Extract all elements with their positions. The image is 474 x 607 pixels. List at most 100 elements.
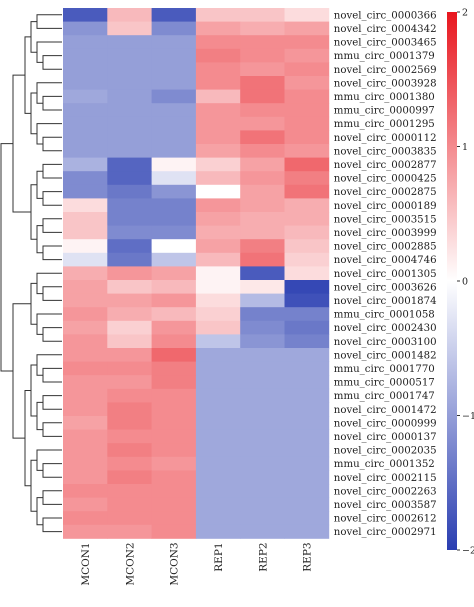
heatmap-cell — [284, 35, 330, 50]
heatmap-cell — [195, 375, 241, 390]
heatmap-cell — [63, 348, 108, 362]
heatmap-cell — [151, 443, 197, 458]
heatmap-cell — [63, 130, 108, 145]
row-label: novel_circ_0003465 — [334, 38, 437, 49]
row-label: mmu_circ_0000517 — [334, 378, 435, 389]
row-label: novel_circ_0001874 — [334, 296, 437, 307]
heatmap-cell — [63, 212, 108, 226]
colorbar-tick-label: 1 — [462, 142, 468, 153]
dendrogram-branch — [42, 517, 62, 533]
heatmap-cell — [240, 144, 285, 158]
heatmap-cell — [195, 307, 241, 322]
heatmap-cell — [107, 116, 152, 131]
dendrogram-branch — [36, 41, 62, 63]
row-label: novel_circ_0001482 — [334, 350, 437, 361]
heatmap-cell — [195, 116, 241, 131]
heatmap-cell — [284, 280, 330, 294]
heatmap-cell — [107, 402, 152, 417]
heatmap-cell — [284, 416, 330, 430]
colorbar-ticks: 2 1 0 −1 −2 — [457, 8, 474, 557]
dendrogram-branch — [30, 184, 37, 240]
row-label: novel_circ_0003587 — [334, 500, 437, 511]
heatmap-cell — [151, 266, 197, 281]
heatmap-cell — [284, 116, 330, 131]
heatmap-cell — [151, 348, 197, 362]
column-label: REP1 — [213, 542, 225, 571]
row-label: mmu_circ_0001295 — [334, 119, 435, 130]
heatmap-cell — [63, 497, 108, 512]
dendrogram-branch — [30, 364, 37, 417]
heatmap-cell — [240, 89, 285, 104]
heatmap-cell — [107, 198, 152, 213]
dendrogram-branch — [42, 327, 62, 342]
heatmap-cell — [151, 157, 197, 172]
dendrogram-branch — [36, 82, 62, 104]
heatmap-cell — [63, 184, 108, 199]
colorbar-tick-label: −2 — [462, 546, 474, 557]
dendrogram-branch — [0, 143, 13, 372]
heatmap-cell — [240, 35, 285, 50]
heatmap-cell — [240, 511, 285, 526]
heatmap-cell — [151, 103, 197, 118]
heatmap-cell — [284, 198, 330, 213]
heatmap-cell — [63, 293, 108, 308]
row-label: mmu_circ_0001352 — [334, 459, 435, 470]
row-label: novel_circ_0001472 — [334, 405, 437, 416]
heatmap-cell — [284, 171, 330, 186]
heatmap-cell — [195, 456, 241, 471]
heatmap-cell — [107, 443, 152, 458]
heatmap-cell — [195, 171, 241, 186]
heatmap-cell — [284, 443, 330, 458]
heatmap-cell — [151, 388, 197, 403]
heatmap-cell — [107, 280, 152, 294]
heatmap-cell — [284, 293, 330, 308]
row-label: novel_circ_0002971 — [334, 527, 437, 538]
heatmap-cell — [195, 470, 241, 485]
row-label: novel_circ_0002263 — [334, 486, 437, 497]
heatmap-cell — [195, 443, 241, 458]
heatmap-cell — [151, 48, 197, 63]
row-label: novel_circ_0003928 — [334, 78, 437, 89]
dendrogram-branch — [42, 367, 62, 383]
dendrogram-branch — [36, 497, 43, 526]
heatmap-cell — [63, 470, 108, 485]
row-label: novel_circ_0000189 — [334, 201, 437, 212]
heatmap-cell — [195, 184, 241, 199]
heatmap-cell — [195, 511, 241, 526]
colorbar-gradient — [447, 12, 457, 550]
dendrogram-branch — [30, 459, 37, 512]
dendrogram-branch — [36, 272, 62, 295]
dendrogram-branch — [36, 354, 62, 376]
row-label: novel_circ_0000137 — [334, 432, 437, 443]
heatmap-cell — [151, 470, 197, 485]
heatmap-cell — [107, 62, 152, 77]
row-label: novel_circ_0002612 — [334, 514, 437, 525]
heatmap-cell — [284, 375, 330, 390]
heatmap-cell — [151, 280, 197, 294]
heatmap-cell — [151, 225, 197, 240]
row-label: mmu_circ_0001058 — [334, 310, 435, 321]
heatmap-cell — [284, 511, 330, 526]
row-label: novel_circ_0002115 — [334, 473, 437, 484]
heatmap-cell — [107, 456, 152, 471]
heatmap-cell — [284, 8, 330, 22]
heatmap-cell — [284, 76, 330, 90]
heatmap-cell — [107, 239, 152, 254]
heatmap-cell — [195, 62, 241, 77]
heatmap-cell — [63, 524, 108, 539]
heatmap-cell — [151, 293, 197, 308]
heatmap-cell — [107, 157, 152, 172]
heatmap-cell — [63, 416, 108, 430]
heatmap-cell — [151, 8, 197, 22]
heatmap-cell — [63, 103, 108, 118]
dendrogram-branch — [12, 74, 31, 213]
heatmap-cell — [151, 320, 197, 335]
heatmap-cell — [151, 497, 197, 512]
dendrogram-branch — [42, 463, 62, 478]
heatmap-cell — [107, 130, 152, 145]
heatmap-cell — [240, 266, 285, 281]
heatmap-cell — [284, 348, 330, 362]
heatmap-cell — [151, 198, 197, 213]
heatmap-cell — [63, 252, 108, 267]
dendrogram-branch — [36, 123, 62, 145]
